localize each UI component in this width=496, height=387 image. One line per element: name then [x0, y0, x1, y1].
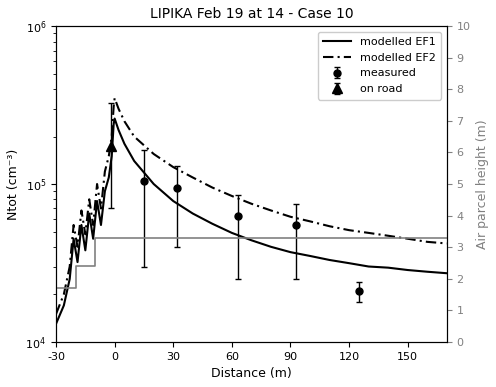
modelled EF2: [151, 152, 157, 156]
modelled EF1: [53, 322, 59, 326]
modelled EF2: [86, 197, 92, 202]
modelled EF2: [109, 134, 115, 139]
modelled EF2: [116, 106, 122, 111]
modelled EF1: [74, 260, 80, 264]
modelled EF2: [209, 185, 215, 190]
modelled EF2: [170, 165, 176, 170]
modelled EF1: [94, 199, 100, 204]
modelled EF1: [424, 269, 430, 274]
modelled EF1: [288, 250, 294, 255]
modelled EF1: [122, 141, 127, 146]
modelled EF1: [98, 223, 104, 227]
modelled EF1: [112, 116, 118, 121]
modelled EF2: [61, 292, 67, 296]
modelled EF1: [248, 238, 254, 243]
modelled EF1: [444, 271, 450, 276]
modelled EF1: [102, 189, 108, 194]
modelled EF1: [78, 223, 84, 227]
modelled EF2: [98, 206, 104, 211]
modelled EF1: [131, 159, 137, 163]
modelled EF1: [106, 175, 112, 180]
modelled EF2: [94, 182, 100, 187]
modelled EF2: [229, 194, 235, 198]
Title: LIPIKA Feb 19 at 14 - Case 10: LIPIKA Feb 19 at 14 - Case 10: [150, 7, 353, 21]
modelled EF1: [190, 211, 196, 216]
modelled EF2: [90, 223, 96, 227]
modelled EF2: [78, 208, 84, 213]
Y-axis label: Air parcel height (m): Air parcel height (m): [476, 119, 489, 249]
modelled EF2: [288, 214, 294, 219]
modelled EF2: [111, 104, 117, 109]
modelled EF1: [405, 268, 411, 272]
modelled EF2: [53, 312, 59, 316]
modelled EF2: [385, 233, 391, 238]
modelled EF2: [444, 241, 450, 246]
modelled EF1: [229, 231, 235, 235]
modelled EF2: [70, 223, 76, 227]
modelled EF2: [82, 232, 88, 236]
modelled EF2: [346, 228, 352, 233]
modelled EF2: [112, 96, 118, 101]
Legend: modelled EF1, modelled EF2, measured, on road: modelled EF1, modelled EF2, measured, on…: [317, 32, 441, 99]
Y-axis label: Ntot (cm⁻³): Ntot (cm⁻³): [7, 148, 20, 220]
modelled EF1: [326, 258, 332, 262]
modelled EF2: [248, 201, 254, 206]
modelled EF2: [424, 240, 430, 244]
modelled EF2: [122, 119, 127, 123]
modelled EF2: [326, 224, 332, 229]
modelled EF1: [170, 199, 176, 204]
Line: modelled EF2: modelled EF2: [56, 98, 447, 314]
Line: modelled EF1: modelled EF1: [56, 118, 447, 324]
modelled EF2: [67, 264, 73, 269]
modelled EF1: [366, 264, 372, 269]
modelled EF2: [405, 236, 411, 241]
modelled EF2: [268, 208, 274, 213]
modelled EF1: [209, 221, 215, 226]
modelled EF2: [74, 245, 80, 249]
X-axis label: Distance (m): Distance (m): [211, 367, 292, 380]
modelled EF1: [111, 122, 117, 127]
modelled EF2: [106, 154, 112, 159]
modelled EF1: [151, 182, 157, 187]
modelled EF2: [102, 169, 108, 174]
modelled EF1: [61, 303, 67, 308]
modelled EF1: [86, 211, 92, 216]
modelled EF1: [67, 277, 73, 281]
modelled EF1: [109, 154, 115, 159]
modelled EF2: [190, 175, 196, 180]
modelled EF2: [307, 219, 313, 224]
modelled EF1: [116, 128, 122, 132]
modelled EF1: [82, 248, 88, 253]
modelled EF1: [268, 245, 274, 249]
modelled EF1: [70, 236, 76, 241]
modelled EF1: [307, 253, 313, 258]
modelled EF1: [90, 236, 96, 241]
modelled EF2: [366, 231, 372, 235]
modelled EF1: [346, 261, 352, 265]
modelled EF1: [385, 265, 391, 270]
modelled EF2: [131, 134, 137, 139]
